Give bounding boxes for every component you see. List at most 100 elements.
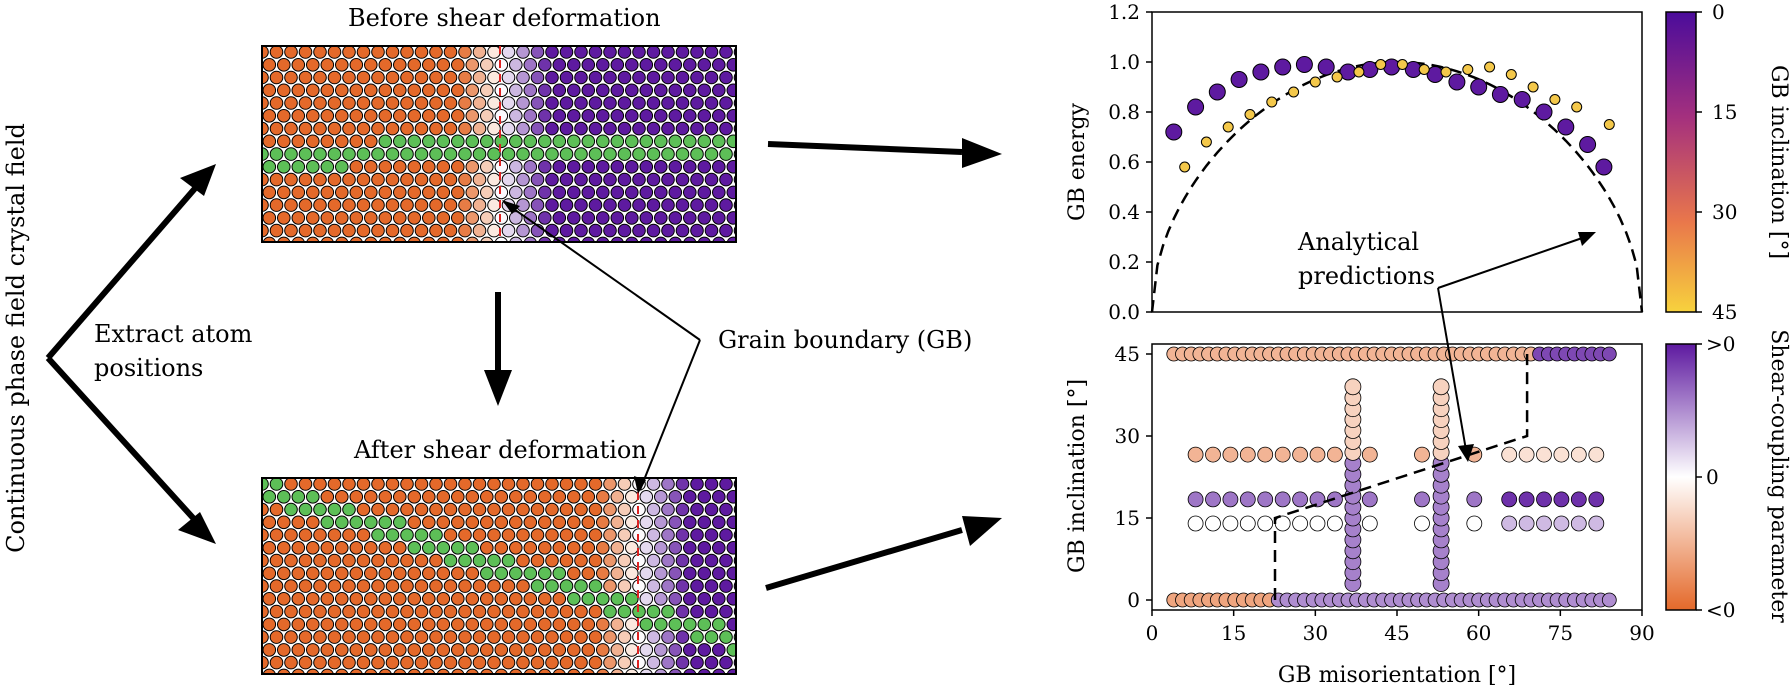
atom [501,630,516,644]
atom [726,592,736,606]
atom [364,515,378,530]
atom [320,58,335,72]
atom [227,173,240,186]
atom [422,160,436,174]
atom [603,121,617,136]
inclination-point [1274,446,1291,463]
atom [414,655,429,670]
atom [683,541,697,555]
atom [451,160,465,174]
atom [249,263,262,276]
atom [567,109,581,123]
atom [582,33,595,46]
inclination-point [1501,446,1518,463]
inclination-point [1553,491,1570,508]
atom [371,96,385,110]
atom [458,655,472,670]
atom [415,250,428,263]
atom [596,58,610,72]
atom [356,46,371,59]
atom [443,528,458,542]
atom [654,490,668,504]
inclination-points [1166,346,1617,608]
atom [291,211,306,225]
energy-point [1244,109,1256,120]
atom [249,618,262,631]
atom [596,160,610,174]
atom [516,198,530,212]
inclination-point [1588,446,1605,463]
atom [617,630,632,644]
atom [581,58,596,72]
atom [394,263,407,276]
atom [559,121,574,136]
atom [227,580,240,593]
atom [726,58,736,72]
atom [407,160,422,174]
atom [349,566,364,581]
inclination-ytick-label: 30 [1115,424,1140,448]
atom [327,46,342,59]
atom [458,604,472,619]
atom [720,250,733,263]
atom [336,465,349,478]
atom [611,465,624,478]
atom [472,46,487,59]
atom [581,541,596,555]
atom [552,109,567,123]
atom [756,110,769,123]
atom [458,172,472,187]
atom [639,211,654,225]
atom [516,147,530,161]
atom [617,70,632,85]
atom [262,579,269,593]
atom [617,121,632,136]
atom [603,223,617,238]
atom [603,96,617,110]
atom [465,668,479,674]
atom [385,478,400,491]
atom [690,70,704,85]
atom [530,630,545,644]
atom [763,173,776,186]
atom [639,160,654,174]
atom [719,46,733,59]
atom [690,502,704,517]
atom [654,109,668,123]
atom [451,134,465,149]
atom [545,70,559,85]
atom [668,211,683,225]
atom [494,185,509,200]
atom [531,682,544,695]
energy-point [1484,61,1496,73]
atom [749,122,762,135]
atom [603,630,617,644]
energy-point [1309,76,1321,88]
atom [661,528,675,542]
inclination-point [1536,491,1552,508]
atom [625,668,639,674]
atom [378,236,392,242]
atom [719,655,733,670]
energy-point [1418,64,1430,75]
atom [618,250,631,263]
atom [639,58,654,72]
atom [263,263,276,276]
atom [589,250,602,263]
atom [654,592,668,606]
atom [530,655,545,670]
atom [313,478,327,491]
atom [400,655,414,670]
atom [603,553,617,568]
atom [430,682,443,695]
atom [704,553,719,568]
atom [611,263,624,276]
atom [414,604,429,619]
atom [262,96,269,110]
atom [632,46,646,59]
atom [690,96,704,110]
atom [422,617,436,632]
inclination-point [1553,446,1570,463]
atom [356,655,371,670]
